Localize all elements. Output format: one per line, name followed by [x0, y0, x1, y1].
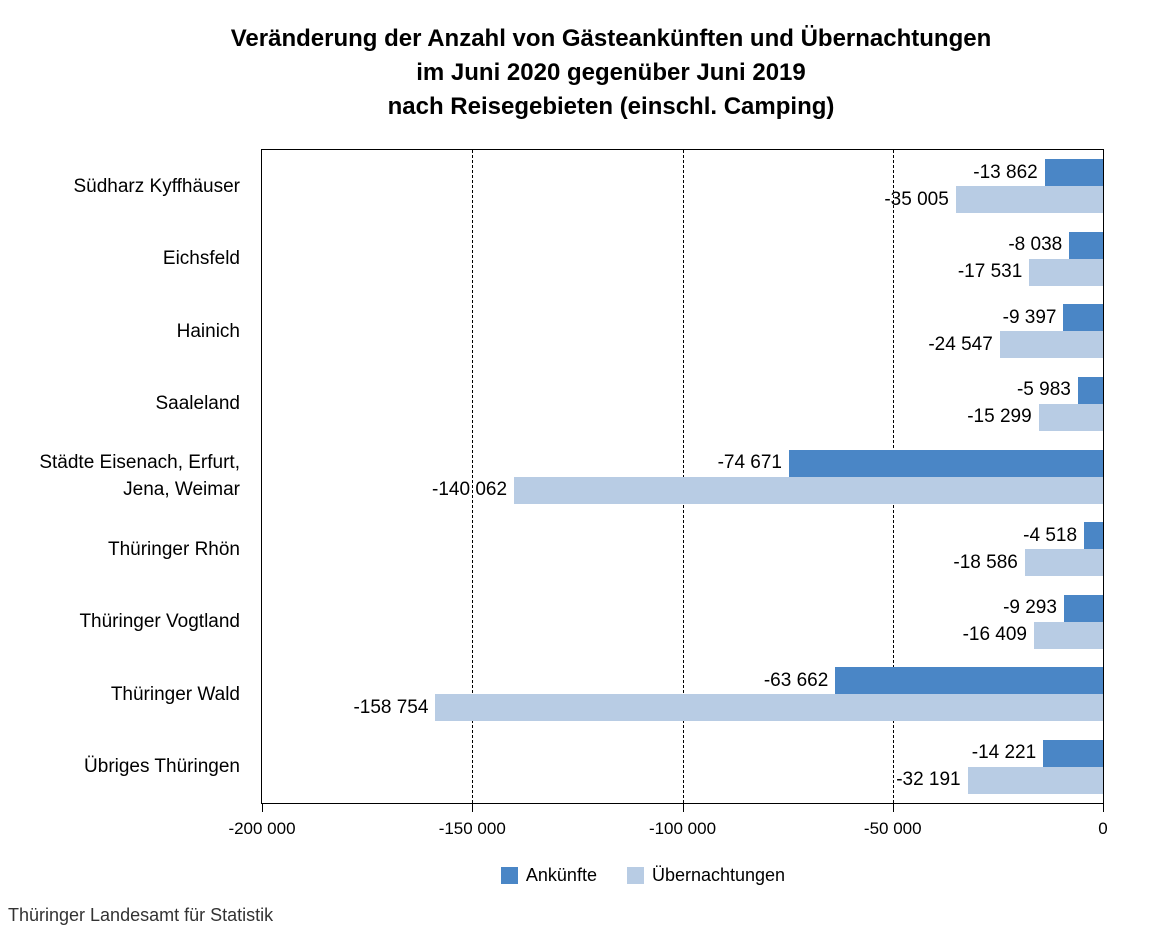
bar-ankuenfte	[1084, 522, 1103, 550]
value-label-ankuenfte: -9 293	[1003, 597, 1057, 619]
ankuenfte-swatch-icon	[500, 866, 518, 884]
bar-uebernachtungen	[999, 331, 1103, 359]
value-label-ankuenfte: -8 038	[1008, 234, 1063, 256]
value-label-uebernachtungen: -18 586	[953, 551, 1018, 573]
legend-item-ankuenfte: Ankünfte	[500, 864, 597, 886]
value-label-uebernachtungen: -24 547	[928, 333, 993, 355]
bar-ankuenfte	[1069, 231, 1103, 259]
category-label: Südharz Kyffhäuser	[73, 175, 240, 197]
bar-ankuenfte	[835, 667, 1103, 695]
x-tick-label: -50 000	[863, 819, 922, 838]
bar-uebernachtungen	[967, 766, 1103, 794]
value-label-uebernachtungen: -16 409	[962, 624, 1028, 646]
chart-title-line-3: nach Reisegebieten (einschl. Camping)	[387, 93, 835, 120]
x-tick-label: -100 000	[648, 819, 717, 838]
category-label: Eichsfeld	[162, 248, 240, 270]
value-label-ankuenfte: -14 221	[971, 742, 1037, 764]
value-label-ankuenfte: -5 983	[1016, 379, 1071, 401]
bar-ankuenfte	[789, 449, 1103, 477]
axis-tick	[1103, 803, 1104, 812]
bar-ankuenfte	[1063, 594, 1103, 622]
value-label-uebernachtungen: -35 005	[884, 188, 949, 210]
value-label-uebernachtungen: -158 754	[353, 696, 429, 718]
bar-uebernachtungen	[1034, 621, 1103, 649]
chart-title-line-1: Veränderung der Anzahl von Gästeankünfte…	[230, 25, 992, 52]
category-label: Hainich	[176, 320, 240, 342]
gridline	[472, 150, 474, 803]
bar-uebernachtungen	[1024, 549, 1103, 577]
source-attribution: Thüringer Landesamt für Statistik	[8, 905, 274, 925]
axis-tick	[472, 803, 474, 812]
axis-tick	[682, 803, 684, 812]
category-label: Thüringer Wald	[110, 683, 240, 705]
category-label: Saaleland	[155, 393, 240, 415]
bar-ankuenfte	[1044, 159, 1103, 187]
x-tick-label: -200 000	[228, 819, 296, 838]
bar-uebernachtungen	[1038, 403, 1103, 431]
category-label: Thüringer Rhön	[107, 538, 240, 560]
bar-uebernachtungen	[1029, 258, 1103, 286]
uebernachtungen-swatch-icon	[626, 866, 644, 884]
chart-title-line-2: im Juni 2020 gegenüber Juni 2019	[416, 59, 806, 86]
axis-tick	[262, 803, 263, 812]
category-label: Thüringer Vogtland	[79, 611, 240, 633]
value-label-uebernachtungen: -15 299	[967, 406, 1032, 428]
value-label-uebernachtungen: -32 191	[896, 769, 961, 791]
value-label-ankuenfte: -13 862	[973, 161, 1038, 183]
value-label-ankuenfte: -74 671	[717, 452, 783, 473]
value-label-uebernachtungen: -140 062	[432, 479, 508, 500]
x-tick-label: -150 000	[438, 819, 506, 838]
legend-item-uebernachtungen: Übernachtungen	[626, 864, 786, 886]
legend-label-ankuenfte: Ankünfte	[525, 865, 597, 885]
value-label-uebernachtungen: -17 531	[957, 261, 1023, 283]
bar-uebernachtungen	[955, 186, 1103, 214]
bar-ankuenfte	[1063, 304, 1103, 332]
bar-ankuenfte	[1077, 376, 1103, 404]
chart-legend: Ankünfte Übernachtungen	[137, 864, 1149, 886]
bar-uebernachtungen	[435, 694, 1103, 722]
category-label: Übriges Thüringen	[84, 756, 240, 778]
bar-uebernachtungen	[514, 476, 1103, 504]
x-tick-label: 0	[1098, 819, 1108, 838]
value-label-ankuenfte: -63 662	[763, 669, 829, 691]
value-label-ankuenfte: -4 518	[1023, 524, 1078, 546]
legend-label-uebernachtungen: Übernachtungen	[651, 865, 786, 885]
chart-title: Veränderung der Anzahl von Gästeankünfte…	[73, 22, 1149, 124]
value-label-ankuenfte: -9 397	[1002, 306, 1057, 328]
bar-ankuenfte	[1043, 739, 1103, 767]
category-label: Städte Eisenach, Erfurt, Jena, Weimar	[39, 452, 240, 501]
axis-tick	[892, 803, 894, 812]
